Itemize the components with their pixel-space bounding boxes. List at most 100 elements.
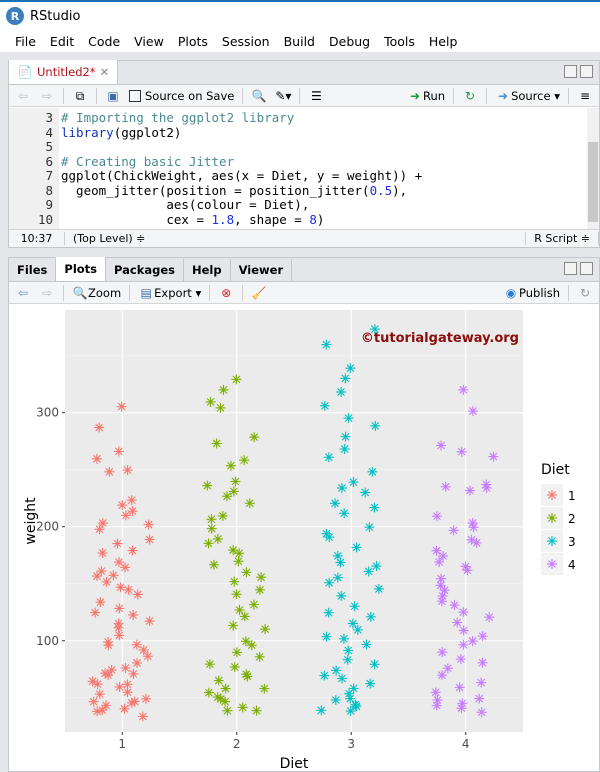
menu-debug[interactable]: Debug (329, 33, 371, 49)
tab-packages[interactable]: Packages (106, 259, 184, 281)
data-point (339, 508, 350, 519)
data-point (122, 465, 133, 476)
data-point (212, 534, 223, 545)
data-point (330, 498, 341, 509)
data-point (113, 557, 124, 568)
tab-help[interactable]: Help (184, 259, 231, 281)
export-button[interactable]: ▤ Export ▾ (138, 286, 201, 300)
code-token: , shape = (234, 211, 310, 227)
data-point (371, 561, 382, 572)
data-point (321, 339, 332, 350)
data-point (254, 584, 265, 595)
data-point (351, 701, 362, 712)
data-point (234, 548, 245, 559)
legend-entry: 1 (541, 484, 576, 506)
tab-viewer[interactable]: Viewer (230, 259, 293, 281)
data-point (94, 689, 105, 700)
data-point (458, 384, 469, 395)
data-point (202, 480, 213, 491)
close-tab-icon[interactable]: ✕ (99, 65, 110, 79)
source-on-save-checkbox[interactable] (129, 89, 141, 102)
data-point (144, 616, 155, 627)
outline-icon[interactable]: ≡ (579, 88, 591, 103)
minimize-button[interactable] (564, 65, 577, 78)
data-point (331, 665, 342, 676)
data-point (132, 657, 143, 668)
data-point (338, 633, 349, 644)
data-point (104, 466, 115, 477)
line-number: 6 (45, 153, 53, 169)
data-point (234, 605, 245, 616)
back-arrow-icon[interactable]: ⇦ (17, 285, 29, 300)
tab-plots[interactable]: Plots (56, 257, 107, 281)
data-point (259, 683, 270, 694)
data-point (324, 577, 335, 588)
legend-entry: 4 (541, 553, 576, 575)
menu-code[interactable]: Code (88, 33, 121, 49)
menu-build[interactable]: Build (283, 33, 315, 49)
data-point (90, 607, 101, 618)
back-arrow-icon[interactable]: ⇦ (17, 88, 29, 103)
data-point (132, 589, 143, 600)
data-point (251, 705, 262, 716)
data-point (205, 396, 216, 407)
data-point (206, 514, 217, 525)
tab-files[interactable]: Files (9, 259, 57, 281)
y-tick-label: 100 (36, 634, 59, 648)
menu-file[interactable]: File (15, 33, 36, 49)
forward-arrow-icon[interactable]: ⇨ (41, 88, 53, 103)
data-point (131, 639, 142, 650)
data-point (456, 703, 467, 714)
minimize-button[interactable] (564, 262, 577, 275)
maximize-button[interactable] (580, 262, 593, 275)
scope-selector[interactable]: (Top Level) ≑ (65, 232, 527, 245)
search-icon[interactable]: 🔍 (251, 88, 267, 103)
menu-session[interactable]: Session (221, 33, 270, 49)
data-point (231, 374, 242, 385)
data-point (220, 696, 231, 707)
data-point (229, 576, 240, 587)
magic-wand-icon[interactable]: ✎▾ (275, 88, 292, 103)
rstudio-logo-icon: R (6, 7, 24, 25)
data-point (231, 589, 242, 600)
save-icon[interactable]: ▣ (107, 88, 119, 103)
data-point (340, 373, 351, 384)
show-in-window-icon[interactable]: ⧉ (75, 88, 85, 103)
data-point (142, 651, 153, 662)
menu-tools[interactable]: Tools (384, 33, 415, 49)
y-tick-label: 300 (36, 406, 59, 420)
rerun-icon[interactable]: ↻ (465, 88, 476, 103)
data-point (254, 651, 265, 662)
data-point (101, 576, 112, 587)
forward-arrow-icon[interactable]: ⇨ (41, 285, 53, 300)
data-point (369, 502, 380, 513)
data-point (364, 522, 375, 533)
filetype-selector[interactable]: R Script ≑ (526, 232, 599, 245)
publish-button[interactable]: ◉ Publish (503, 286, 560, 300)
clear-plots-broom-icon[interactable]: 🧹 (251, 285, 267, 300)
code-token: 8 (309, 211, 317, 227)
data-point (256, 572, 267, 583)
code-token: aes(colour = Diet), (61, 197, 310, 212)
run-button[interactable]: ➜ Run (407, 89, 445, 103)
menu-view[interactable]: View (134, 33, 164, 49)
app-title: RStudio (30, 8, 81, 24)
data-point (222, 491, 233, 502)
maximize-button[interactable] (580, 65, 593, 78)
menu-plots[interactable]: Plots (177, 33, 208, 49)
tab-untitled2[interactable]: 📄 Untitled2* ✕ (9, 60, 119, 84)
menu-edit[interactable]: Edit (49, 33, 75, 49)
source-button[interactable]: ➜ Source ▾ (495, 89, 560, 103)
remove-plot-icon[interactable]: ⊗ (221, 285, 232, 300)
code-editor[interactable]: 3 # Importing the ggplot2 library 4 library… (9, 108, 587, 230)
compile-notebook-icon[interactable]: ☰ (310, 88, 322, 103)
zoom-button[interactable]: 🔍Zoom (72, 285, 122, 300)
data-point (117, 500, 128, 511)
menu-help[interactable]: Help (428, 33, 458, 49)
data-point (94, 422, 105, 433)
data-point (436, 670, 447, 681)
data-point (92, 679, 103, 690)
refresh-icon[interactable]: ↻ (579, 285, 591, 300)
data-point (456, 446, 467, 457)
editor-scrollbar[interactable] (587, 108, 599, 230)
